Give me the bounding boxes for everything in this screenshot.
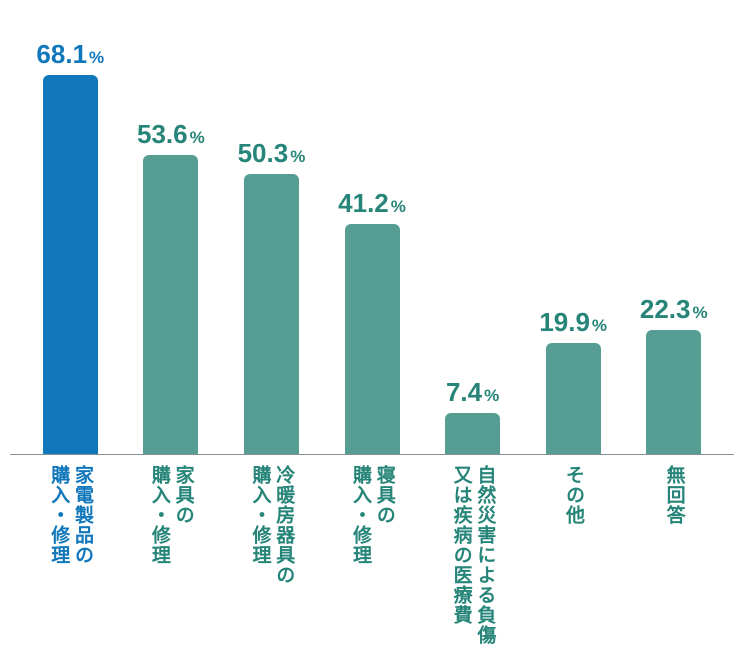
value-unit: % — [693, 303, 708, 322]
label-column: 家具の購入・修理 — [121, 465, 222, 645]
bar-column: 7.4% — [422, 379, 523, 454]
bar-column: 41.2% — [322, 190, 423, 454]
label-column: 無回答 — [623, 465, 724, 645]
bar — [244, 174, 299, 454]
value-number: 50.3 — [238, 138, 289, 168]
category-label: その他 — [561, 465, 585, 645]
value-unit: % — [484, 386, 499, 405]
bar — [445, 413, 500, 454]
value-label: 7.4% — [446, 379, 499, 405]
bar — [143, 155, 198, 454]
bar — [345, 224, 400, 454]
label-column: 冷暖房器具の購入・修理 — [221, 465, 322, 645]
bar-chart: 68.1%53.6%50.3%41.2%7.4%19.9%22.3% 家電製品の… — [0, 0, 744, 655]
value-number: 19.9 — [539, 307, 590, 337]
plot-area: 68.1%53.6%50.3%41.2%7.4%19.9%22.3% — [10, 20, 734, 455]
value-unit: % — [89, 48, 104, 67]
value-label: 50.3% — [238, 140, 306, 166]
label-column: 家電製品の購入・修理 — [20, 465, 121, 645]
value-number: 68.1 — [36, 39, 87, 69]
bar-column: 19.9% — [523, 309, 624, 454]
value-number: 41.2 — [338, 188, 389, 218]
category-label: 家具の購入・修理 — [147, 465, 195, 645]
bar-column: 22.3% — [623, 296, 724, 454]
value-label: 19.9% — [539, 309, 607, 335]
value-label: 68.1% — [36, 41, 104, 67]
value-number: 7.4 — [446, 377, 482, 407]
bar-column: 68.1% — [20, 41, 121, 454]
label-column: その他 — [523, 465, 624, 645]
labels-area: 家電製品の購入・修理 家具の購入・修理 冷暖房器具の購入・修理 寝具の購入・修理 自然災… — [10, 455, 734, 645]
bar — [43, 75, 98, 454]
label-column: 寝具の購入・修理 — [322, 465, 423, 645]
value-unit: % — [290, 147, 305, 166]
category-label: 冷暖房器具の購入・修理 — [248, 465, 296, 645]
category-label: 寝具の購入・修理 — [348, 465, 396, 645]
category-label: 自然災害による負傷又は疾病の医療費 — [449, 465, 497, 645]
value-unit: % — [592, 316, 607, 335]
value-unit: % — [190, 128, 205, 147]
bar — [646, 330, 701, 454]
value-unit: % — [391, 197, 406, 216]
value-label: 41.2% — [338, 190, 406, 216]
category-label: 無回答 — [662, 465, 686, 645]
bar-column: 53.6% — [121, 121, 222, 454]
value-number: 22.3 — [640, 294, 691, 324]
value-label: 22.3% — [640, 296, 708, 322]
category-label: 家電製品の購入・修理 — [47, 465, 95, 645]
bar-column: 50.3% — [221, 140, 322, 454]
label-column: 自然災害による負傷又は疾病の医療費 — [422, 465, 523, 645]
bar — [546, 343, 601, 454]
value-number: 53.6 — [137, 119, 188, 149]
value-label: 53.6% — [137, 121, 205, 147]
